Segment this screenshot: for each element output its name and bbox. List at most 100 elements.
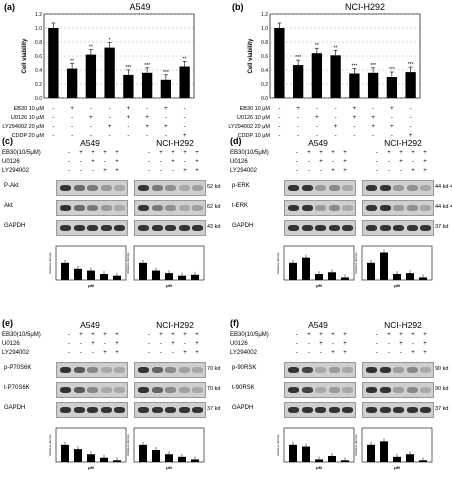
protein-band (192, 407, 203, 413)
cell-line-title: A549 (308, 320, 328, 330)
treatment-sign: - (184, 159, 186, 165)
treatment-sign: + (399, 341, 403, 347)
protein-band (301, 185, 313, 191)
treatment-sign: - (376, 350, 378, 356)
molecular-weight-label: 90 kd (435, 366, 449, 372)
treatment-sign: + (331, 168, 335, 174)
y-axis-label: Cell viability (248, 38, 254, 74)
significance-label: *** (125, 65, 131, 71)
treatment-sign: - (412, 159, 414, 165)
treatment-row-label: U0126 (230, 341, 248, 347)
protein-band (328, 407, 340, 413)
protein-band (60, 225, 71, 231)
blot-strip (362, 362, 434, 378)
treatment-sign: + (183, 332, 187, 338)
panel-a-label: (a) (4, 2, 15, 12)
treatment-sign: + (195, 341, 199, 347)
treatment-sign: - (315, 106, 318, 112)
treatment-sign: - (390, 133, 393, 139)
panel-b-label: (b) (232, 2, 244, 12)
bar (380, 252, 388, 280)
protein-band (100, 387, 112, 393)
protein-band (178, 367, 190, 373)
protein-band (342, 185, 353, 191)
plot-frame (269, 13, 421, 99)
protein-band (393, 205, 404, 211)
blot-strip (56, 402, 128, 418)
bar (367, 444, 375, 462)
treatment-sign: + (331, 350, 335, 356)
treatment-sign: + (343, 168, 347, 174)
bar (61, 444, 69, 462)
bar (87, 454, 95, 462)
treatment-row-label: LY294002 (230, 168, 257, 174)
protein-band (151, 367, 163, 373)
blot-strip (284, 382, 356, 398)
bar (74, 449, 82, 462)
bar (406, 454, 414, 462)
treatment-sign: + (343, 350, 347, 356)
treatment-sign: + (171, 341, 175, 347)
treatment-sign: + (307, 150, 311, 156)
treatment-sign: - (68, 341, 70, 347)
protein-band (328, 367, 340, 373)
molecular-weight-label: 37 kd (435, 224, 449, 230)
protein-band (178, 387, 190, 393)
protein-band (73, 185, 85, 191)
protein-band (114, 205, 125, 211)
protein-band (165, 387, 176, 393)
protein-band (151, 205, 163, 211)
treatment-sign: - (146, 106, 149, 112)
y-tick-label: 1.2 (35, 12, 42, 18)
bar (179, 66, 190, 98)
treatment-sign: - (164, 133, 167, 139)
protein-band (315, 387, 326, 393)
y-axis-label: Cell viability (22, 38, 28, 74)
protein-band (315, 205, 326, 211)
protein-band (192, 205, 203, 211)
bar (178, 456, 186, 462)
panel-label: (d) (230, 136, 242, 146)
treatment-sign: + (91, 332, 95, 338)
protein-band (420, 185, 431, 191)
blot-strip (284, 180, 356, 196)
protein-band (151, 225, 163, 231)
band-label: P-Akt (4, 183, 19, 189)
molecular-weight-label: 90 kd (435, 386, 449, 392)
density-chart: Relative density μM (276, 245, 355, 288)
treatment-sign: + (390, 106, 394, 112)
protein-band (60, 185, 71, 191)
treatment-sign: - (409, 124, 412, 130)
treatment-sign: - (108, 106, 111, 112)
protein-band (406, 387, 418, 393)
treatment-sign: + (411, 168, 415, 174)
protein-band (165, 407, 176, 413)
protein-band (342, 367, 353, 373)
treatment-sign: + (195, 150, 199, 156)
treatment-sign: + (343, 341, 347, 347)
treatment-sign: - (104, 341, 106, 347)
molecular-weight-label: 62 kd (207, 184, 221, 190)
molecular-weight-label: 37 kd (435, 406, 449, 412)
treatment-sign: + (423, 332, 427, 338)
unit-label: μM (316, 465, 322, 470)
protein-band (87, 367, 98, 373)
bar (191, 274, 199, 280)
y-axis-label: Relative density (126, 434, 130, 456)
protein-band (315, 407, 326, 413)
treatment-sign: - (172, 350, 174, 356)
treatment-sign: - (71, 124, 74, 130)
protein-band (288, 407, 299, 413)
bar (386, 77, 398, 98)
treatment-row-label: LY294002 20 μM (2, 124, 44, 130)
protein-band (328, 387, 340, 393)
treatment-sign: - (390, 115, 393, 121)
treatment-sign: - (104, 159, 106, 165)
protein-band (138, 225, 149, 231)
treatment-sign: - (148, 159, 150, 165)
molecular-weight-label: 44 kd 42 kd (435, 184, 452, 190)
unit-label: μM (88, 465, 94, 470)
protein-band (151, 387, 163, 393)
protein-band (192, 225, 203, 231)
